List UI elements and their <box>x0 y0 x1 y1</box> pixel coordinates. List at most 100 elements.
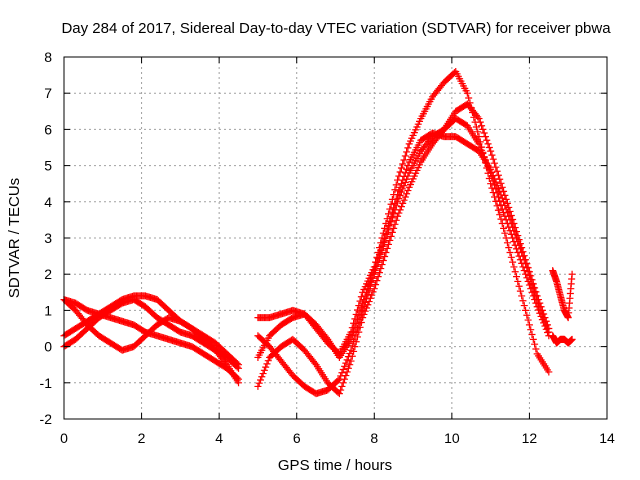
data-point-fill <box>505 212 513 220</box>
data-point <box>568 335 576 343</box>
data-point-fill <box>474 128 482 136</box>
data-point <box>510 227 518 235</box>
data-point-fill <box>485 144 493 151</box>
data-point <box>510 263 518 271</box>
data-point-fill <box>541 317 549 325</box>
data-point <box>394 191 402 199</box>
data-point-fill <box>374 255 382 263</box>
data-point-fill <box>386 236 394 244</box>
data-point-fill <box>369 288 377 296</box>
data-point-fill <box>392 195 400 203</box>
data-point-fill <box>322 334 330 342</box>
data-point-fill <box>478 122 486 130</box>
data-point <box>235 379 243 387</box>
data-point <box>370 267 378 275</box>
data-point-fill <box>360 296 368 304</box>
y-tick-label: 0 <box>44 339 52 355</box>
data-point-fill <box>387 213 395 221</box>
x-tick-label: 4 <box>215 430 223 446</box>
data-point-fill <box>489 172 497 180</box>
data-point-fill <box>222 359 230 367</box>
data-point-fill <box>381 234 389 242</box>
data-point-fill <box>392 216 400 224</box>
data-point-fill <box>524 267 532 275</box>
data-point-fill <box>391 199 399 207</box>
data-point-fill <box>233 363 241 371</box>
data-point-fill <box>390 204 398 212</box>
data-point-fill <box>311 359 319 367</box>
y-tick-label: 1 <box>44 302 52 318</box>
data-point-fill <box>387 232 395 240</box>
x-tick-label: 8 <box>370 430 378 446</box>
data-point-fill <box>378 242 386 250</box>
data-marks <box>60 67 576 398</box>
grid <box>64 57 607 419</box>
data-point-fill <box>391 186 399 194</box>
data-point-fill <box>516 245 524 253</box>
data-point-fill <box>544 325 552 332</box>
data-point-fill <box>372 281 380 289</box>
data-point-fill <box>400 156 408 164</box>
data-point-fill <box>385 222 393 230</box>
x-tick-label: 14 <box>599 430 615 446</box>
data-point-fill <box>492 178 500 186</box>
data-point-fill <box>514 277 522 285</box>
data-point-fill <box>334 376 342 384</box>
data-point-fill <box>529 283 537 291</box>
data-point-fill <box>373 259 381 267</box>
data-point-fill <box>255 379 263 387</box>
data-point-fill <box>515 282 523 290</box>
data-point-fill <box>257 376 265 384</box>
data-point-fill <box>404 162 412 170</box>
data-point-fill <box>356 307 364 315</box>
data-point-fill <box>369 270 377 278</box>
data-point-fill <box>525 271 533 279</box>
data-point-fill <box>403 190 411 198</box>
data-point-fill <box>372 263 380 271</box>
data-point-fill <box>536 303 544 311</box>
data-point <box>347 346 355 354</box>
data-point <box>254 382 262 390</box>
data-point-fill <box>515 241 523 249</box>
data-point <box>522 306 530 314</box>
data-point-fill <box>400 196 408 204</box>
data-point-fill <box>397 180 405 188</box>
data-point-fill <box>341 362 349 370</box>
data-point <box>463 89 471 97</box>
data-point-fill <box>396 183 404 191</box>
data-point-fill <box>481 133 489 141</box>
data-point-fill <box>399 176 407 184</box>
data-point-fill <box>538 310 546 318</box>
data-point-fill <box>392 181 400 189</box>
data-point-fill <box>385 240 393 248</box>
data-point-fill <box>506 248 514 256</box>
data-point-fill <box>488 151 496 159</box>
x-tick-label: 10 <box>444 430 460 446</box>
data-point <box>347 357 355 365</box>
data-point <box>568 270 576 278</box>
data-point-fill <box>509 223 517 231</box>
data-point-fill <box>400 172 408 180</box>
y-tick-label: 7 <box>44 85 52 101</box>
data-point-fill <box>497 179 505 187</box>
data-point-fill <box>258 373 266 381</box>
data-point <box>475 140 483 148</box>
data-point <box>487 147 495 155</box>
data-point-fill <box>399 199 407 207</box>
data-point-fill <box>493 167 501 175</box>
data-point <box>498 183 506 191</box>
y-tick-label: 8 <box>44 49 52 65</box>
data-point-fill <box>506 216 514 224</box>
data-point-fill <box>338 382 346 390</box>
data-point-fill <box>387 200 395 208</box>
data-point <box>347 335 355 343</box>
data-point-fill <box>379 257 387 265</box>
data-point-fill <box>511 268 519 276</box>
data-point-fill <box>262 363 270 371</box>
data-point-fill <box>534 299 542 307</box>
data-point <box>382 230 390 238</box>
data-point-fill <box>375 250 383 258</box>
data-point-fill <box>337 372 345 380</box>
data-point-fill <box>519 297 527 305</box>
data-point-fill <box>519 252 527 260</box>
